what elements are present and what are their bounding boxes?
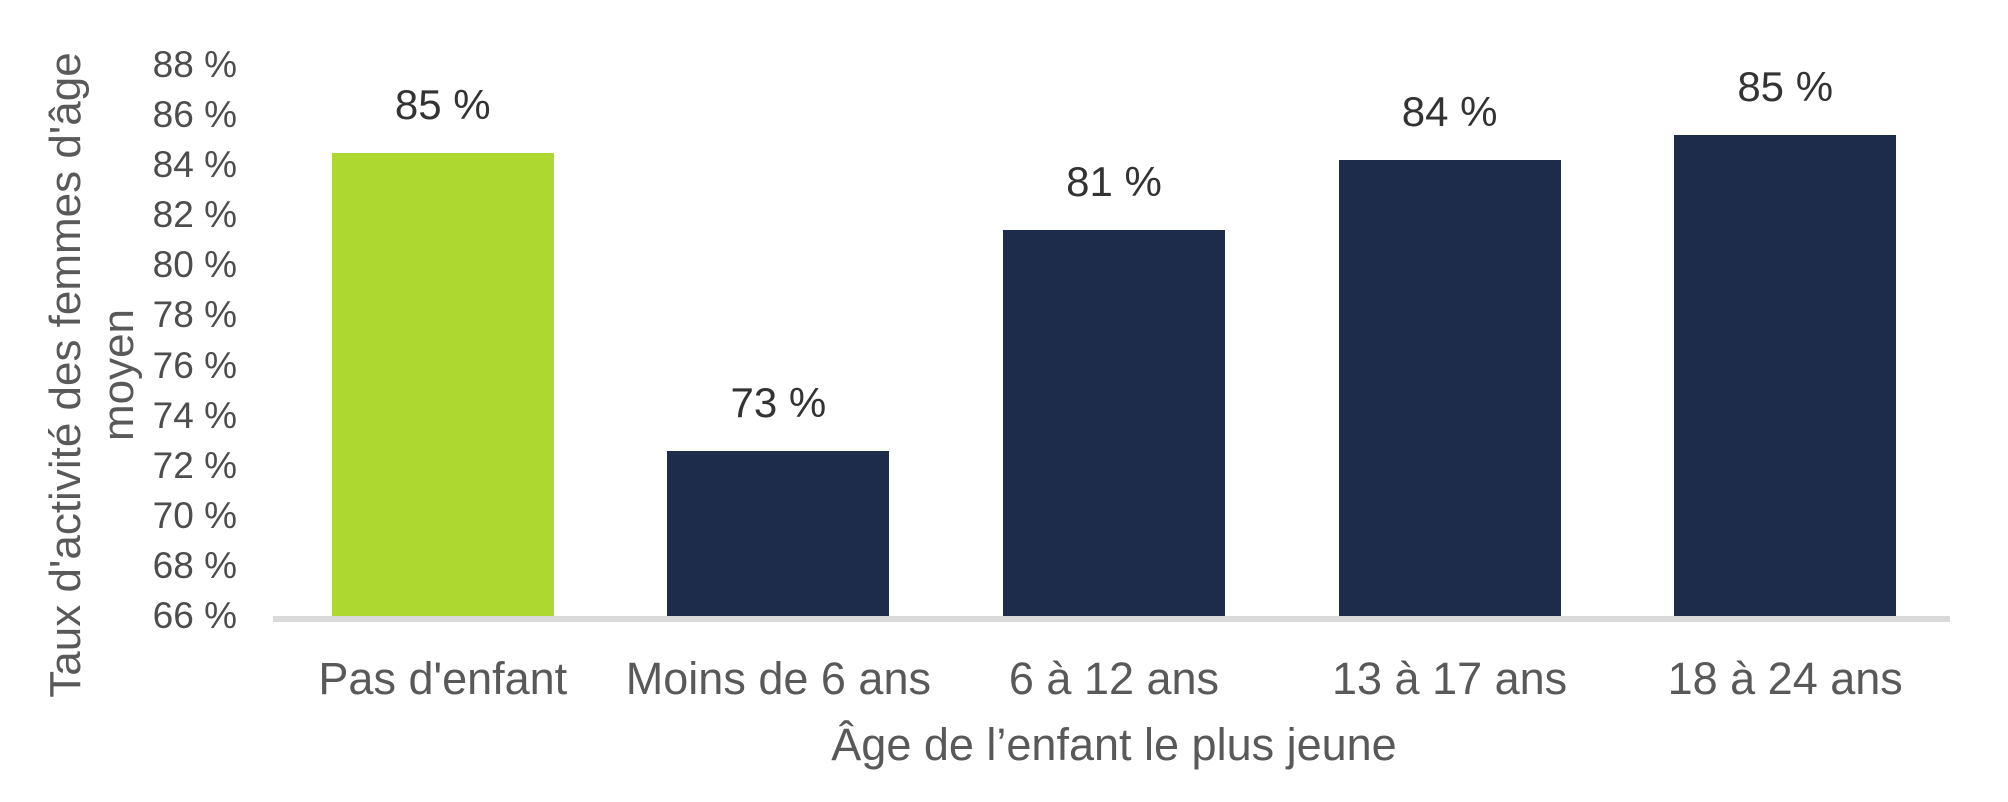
y-tick-label: 70 % xyxy=(152,494,237,536)
y-tick-label: 80 % xyxy=(152,244,237,286)
bar-data-label: 85 % xyxy=(1737,63,1834,111)
x-category-label: 18 à 24 ans xyxy=(1667,653,1903,704)
y-tick-label: 78 % xyxy=(152,294,237,336)
y-tick-label: 74 % xyxy=(152,394,237,436)
x-axis-title: Âge de l’enfant le plus jeune xyxy=(831,719,1397,770)
x-category-label: Moins de 6 ans xyxy=(625,653,931,704)
y-tick-label: 68 % xyxy=(152,544,237,586)
y-tick-label: 86 % xyxy=(152,94,237,136)
x-category-label: Pas d'enfant xyxy=(318,653,568,704)
y-tick-label: 72 % xyxy=(152,444,237,486)
y-tick-label: 66 % xyxy=(152,595,237,636)
y-axis-tick-labels: 88 % 86 % 84 % 82 % 80 % 78 % 76 % 74 % 72 % 70 %… xyxy=(0,0,237,802)
bar-data-label: 73 % xyxy=(730,378,827,426)
x-category-label: 13 à 17 ans xyxy=(1331,653,1568,704)
bar-data-label: 84 % xyxy=(1401,88,1498,136)
y-tick-label: 88 % xyxy=(152,44,237,85)
bar xyxy=(1003,230,1225,616)
x-category-label: 6 à 12 ans xyxy=(1008,653,1220,704)
bar xyxy=(1338,160,1561,616)
bar-data-label: 85 % xyxy=(394,80,491,128)
bar xyxy=(1674,135,1897,616)
y-tick-label: 84 % xyxy=(152,144,237,186)
y-tick-label: 76 % xyxy=(152,344,237,386)
x-axis-line xyxy=(273,616,1950,622)
bar-data-label: 81 % xyxy=(1066,158,1162,206)
y-tick-label: 82 % xyxy=(152,194,237,236)
bar xyxy=(667,450,890,616)
bar xyxy=(331,152,554,616)
